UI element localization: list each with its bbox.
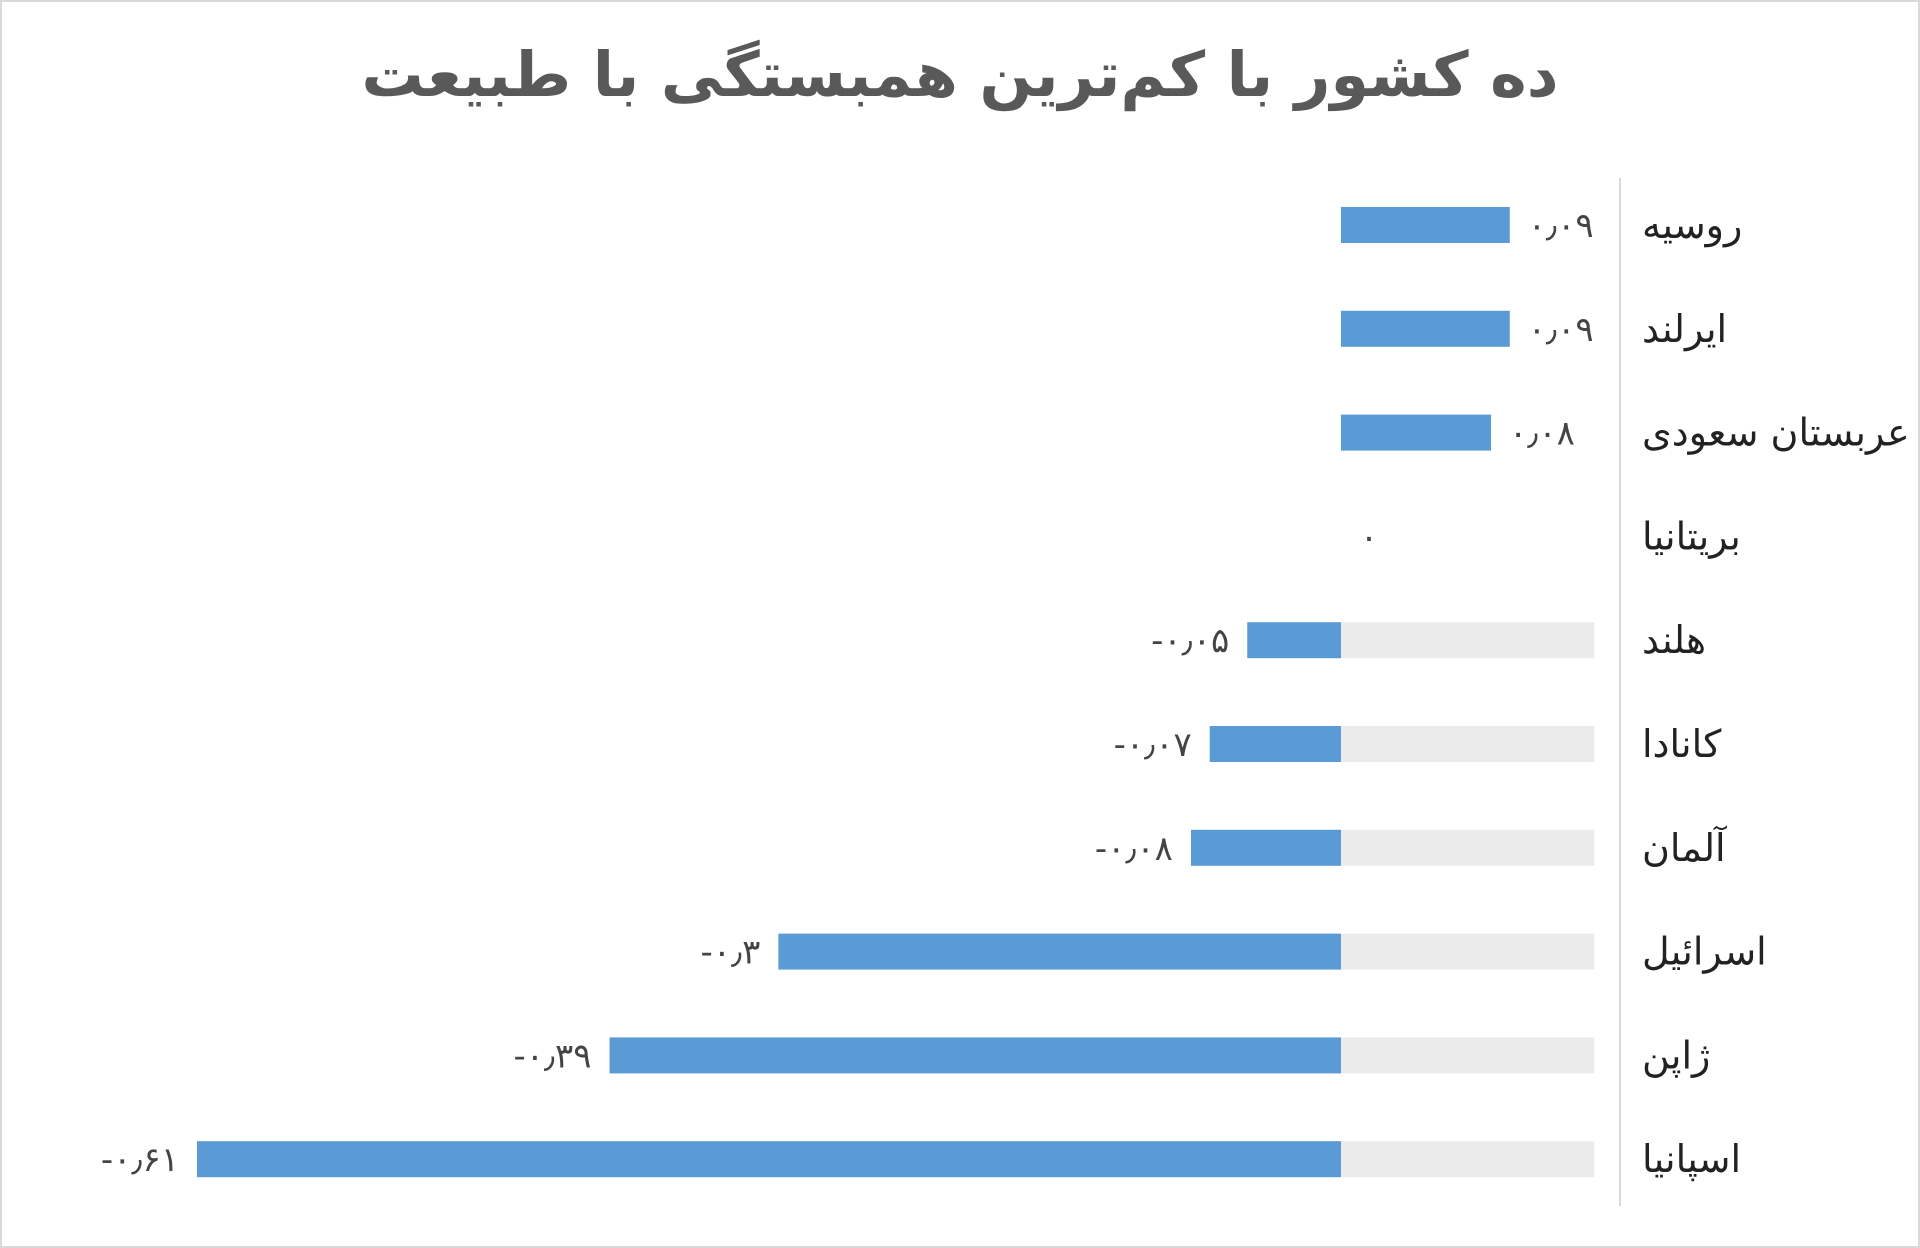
data-label: ۰ bbox=[1360, 517, 1378, 557]
data-label: -۰٫۳۹ bbox=[513, 1036, 591, 1076]
bar-background-band bbox=[1341, 829, 1595, 866]
labels-layer: ۰٫۰۹ روسیه ۰٫۰۹ ایرلند ۰٫۰۸ عربستان سعودی ۰ بری… bbox=[101, 203, 1910, 1181]
data-bar bbox=[609, 1037, 1341, 1074]
category-label: اسرائیل bbox=[1642, 930, 1767, 975]
bar-background-band bbox=[1341, 933, 1595, 970]
data-label: ۰٫۰۹ bbox=[1528, 206, 1594, 246]
category-label: اسپانیا bbox=[1642, 1137, 1741, 1181]
data-bar bbox=[1341, 414, 1492, 451]
data-label: ۰٫۰۹ bbox=[1528, 310, 1594, 350]
bar-background-band bbox=[1341, 1037, 1595, 1074]
data-label: -۰٫۰۸ bbox=[1095, 829, 1173, 869]
category-label: هلند bbox=[1642, 618, 1706, 662]
data-label: -۰٫۰۵ bbox=[1151, 621, 1229, 661]
category-label: بریتانیا bbox=[1642, 514, 1741, 559]
category-label: آلمان bbox=[1642, 825, 1727, 870]
data-bar bbox=[1341, 310, 1510, 347]
data-label: ۰٫۰۸ bbox=[1509, 414, 1575, 454]
data-label: -۰٫۶۱ bbox=[101, 1140, 179, 1180]
data-bar bbox=[1190, 829, 1341, 866]
bar-background-band bbox=[1341, 726, 1595, 762]
category-label: عربستان سعودی bbox=[1642, 411, 1910, 456]
bar-background-band bbox=[1341, 1141, 1595, 1178]
data-bar bbox=[778, 933, 1341, 970]
category-label: کانادا bbox=[1642, 722, 1722, 766]
data-bar bbox=[1341, 207, 1510, 243]
data-bar bbox=[1247, 622, 1341, 659]
bars-layer bbox=[197, 207, 1595, 1178]
category-label: روسیه bbox=[1642, 203, 1742, 248]
bar-background-band bbox=[1341, 622, 1595, 659]
category-label: ایرلند bbox=[1642, 307, 1727, 352]
data-label: -۰٫۰۷ bbox=[1114, 725, 1192, 765]
data-bar bbox=[1209, 726, 1341, 762]
category-label: ژاپن bbox=[1642, 1033, 1710, 1078]
chart-title: ده کشور با کم‌ترین همبستگی با طبیعت bbox=[361, 38, 1559, 111]
data-bar bbox=[197, 1141, 1341, 1178]
data-label: -۰٫۳ bbox=[701, 933, 761, 973]
